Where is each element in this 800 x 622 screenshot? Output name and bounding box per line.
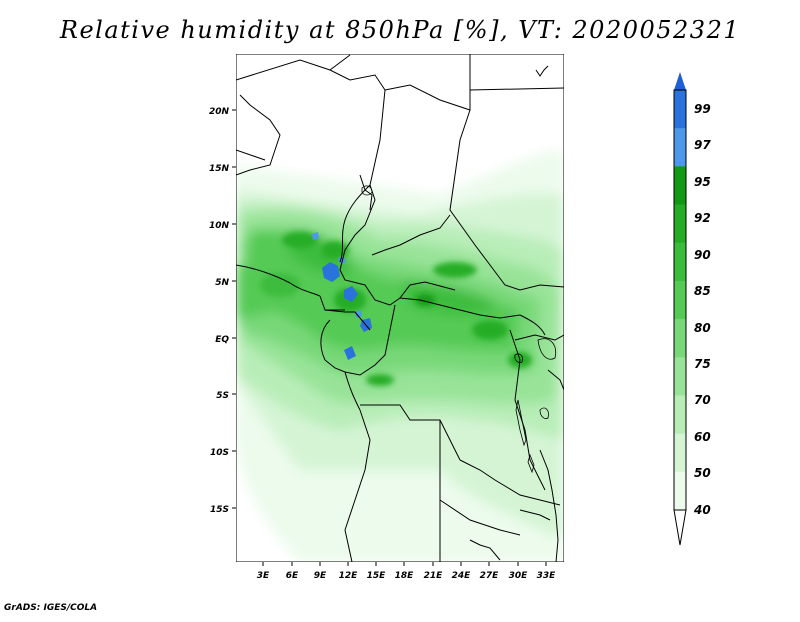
lakes-outlines — [361, 185, 557, 474]
colorbar-segment — [674, 242, 686, 282]
colorbar-segment — [674, 395, 686, 435]
longitude-axis: 3E 6E 9E 12E 15E 18E 21E 24E 27E 30E 33E — [257, 562, 556, 581]
lon-label-12e: 12E — [339, 571, 359, 581]
humidity-shading-light — [236, 150, 564, 562]
humidity-field — [236, 54, 564, 562]
lat-label-5n: 5N — [215, 278, 229, 288]
lat-label-20n: 20N — [209, 107, 230, 117]
lon-label-18e: 18E — [395, 571, 415, 581]
lat-label-10n: 10N — [209, 221, 230, 231]
country-borders — [236, 54, 564, 562]
colorbar-label-70: 70 — [694, 393, 711, 407]
colorbar-cap-bottom — [673, 509, 687, 546]
lon-label-3e: 3E — [257, 571, 270, 581]
colorbar-segment — [674, 166, 686, 206]
credit-text: GrADS: IGES/COLA — [4, 603, 98, 613]
colorbar-label-85: 85 — [694, 284, 711, 298]
map-title: Relative humidity at 850hPa [%], VT: 202… — [59, 16, 741, 44]
colorbar-segments — [674, 90, 686, 511]
lat-label-10s: 10S — [210, 448, 229, 458]
colorbar-label-80: 80 — [694, 321, 711, 335]
colorbar-segment — [674, 204, 686, 244]
colorbar-label-90: 90 — [694, 248, 711, 262]
colorbar-segment — [674, 90, 686, 129]
colorbar-label-95: 95 — [694, 175, 711, 189]
colorbar-label-40: 40 — [693, 503, 711, 517]
lon-label-27e: 27E — [480, 571, 500, 581]
lat-label-15n: 15N — [209, 164, 230, 174]
colorbar-segment — [674, 357, 686, 396]
colorbar-label-99: 99 — [694, 102, 711, 116]
lon-label-33e: 33E — [537, 571, 557, 581]
lat-label-eq: EQ — [215, 335, 229, 345]
colorbar-segment — [674, 319, 686, 358]
lon-label-6e: 6E — [286, 571, 299, 581]
lon-label-9e: 9E — [314, 571, 327, 581]
colorbar-segment — [674, 471, 686, 511]
colorbar-cap-top — [674, 72, 686, 90]
colorbar-segment — [674, 128, 686, 167]
lat-label-5s: 5S — [216, 391, 229, 401]
colorbar-segment — [674, 280, 686, 320]
lon-label-21e: 21E — [424, 571, 444, 581]
lat-label-15s: 15S — [210, 505, 229, 515]
colorbar-label-97: 97 — [694, 138, 711, 152]
lon-label-30e: 30E — [509, 571, 529, 581]
colorbar-label-50: 50 — [694, 466, 711, 480]
lon-label-24e: 24E — [452, 571, 472, 581]
colorbar-label-92: 92 — [694, 211, 711, 225]
lon-label-15e: 15E — [367, 571, 387, 581]
colorbar: 99 97 95 92 90 85 80 75 70 60 50 40 — [673, 72, 711, 546]
colorbar-label-60: 60 — [694, 430, 711, 444]
colorbar-label-75: 75 — [694, 357, 711, 371]
colorbar-segment — [674, 433, 686, 473]
latitude-axis: 20N 15N 10N 5N EQ 5S 10S 15S — [209, 107, 236, 515]
